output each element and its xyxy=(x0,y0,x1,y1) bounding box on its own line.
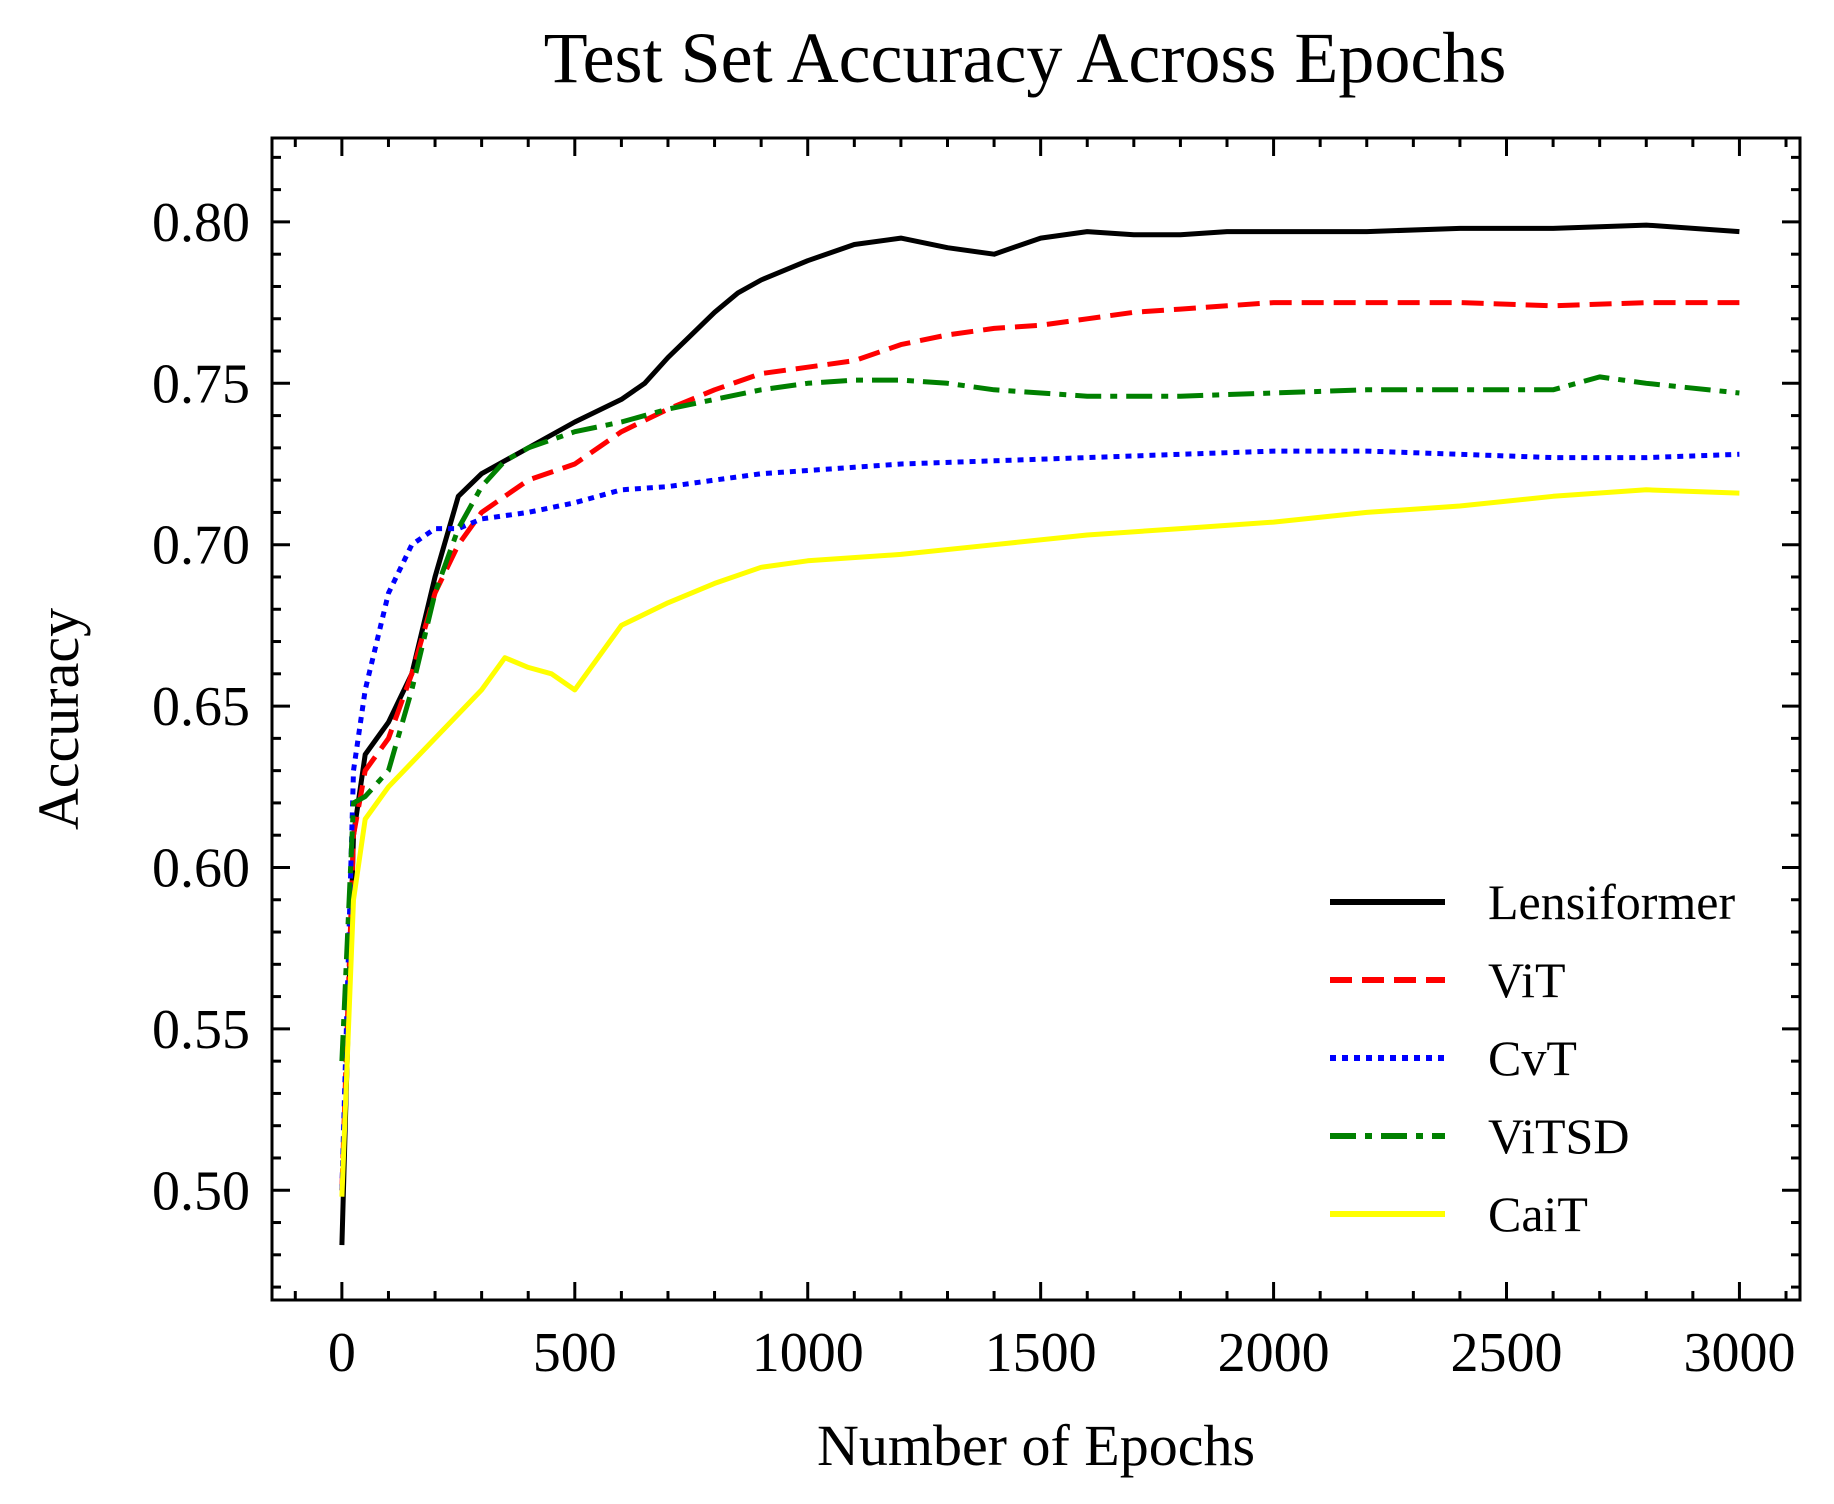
x-axis-label: Number of Epochs xyxy=(817,1413,1255,1478)
y-axis-label: Accuracy xyxy=(26,608,91,830)
chart-title: Test Set Accuracy Across Epochs xyxy=(544,18,1507,98)
series-line-cvt xyxy=(339,448,1740,1191)
y-tick-label: 0.75 xyxy=(152,353,250,415)
x-tick-label: 3000 xyxy=(1683,1322,1795,1384)
x-tick-label: 1000 xyxy=(752,1322,864,1384)
legend-label: ViTSD xyxy=(1488,1108,1629,1164)
y-tick-label: 0.50 xyxy=(152,1160,250,1222)
legend-label: CvT xyxy=(1488,1030,1577,1086)
x-tick-label: 2000 xyxy=(1218,1322,1330,1384)
legend: Lensiformer ViT CvT ViTSD CaiT xyxy=(1330,874,1735,1242)
y-tick-label: 0.70 xyxy=(152,515,250,577)
series-line-vitsd xyxy=(339,374,1740,1062)
legend-item-cait: CaiT xyxy=(1330,1186,1588,1242)
x-tick-label: 1500 xyxy=(985,1322,1097,1384)
x-tick-label: 2500 xyxy=(1451,1322,1563,1384)
x-tick-label: 500 xyxy=(533,1322,617,1384)
series-line-cait xyxy=(339,487,1740,1197)
y-tick-label: 0.80 xyxy=(152,192,250,254)
axis-tick-labels: 0 500 1000 1500 2000 2500 3000 0.50 0.55 0.60 0.65… xyxy=(152,192,1795,1384)
y-tick-label: 0.65 xyxy=(152,676,250,738)
legend-item-vit: ViT xyxy=(1330,952,1566,1008)
legend-label: Lensiformer xyxy=(1488,874,1735,930)
axis-ticks xyxy=(272,138,1800,1300)
series-line-lensiformer xyxy=(339,222,1740,1246)
legend-label: CaiT xyxy=(1488,1186,1588,1242)
plot-frame xyxy=(270,136,1802,1302)
legend-item-cvt: CvT xyxy=(1330,1030,1577,1086)
legend-item-vitsd: ViTSD xyxy=(1330,1108,1629,1164)
plot-lines xyxy=(339,222,1740,1246)
legend-label: ViT xyxy=(1488,952,1566,1008)
series-line-vit xyxy=(339,300,1740,1191)
x-tick-label: 0 xyxy=(328,1322,356,1384)
y-tick-label: 0.55 xyxy=(152,999,250,1061)
legend-item-lensiformer: Lensiformer xyxy=(1330,874,1735,930)
y-tick-label: 0.60 xyxy=(152,837,250,899)
